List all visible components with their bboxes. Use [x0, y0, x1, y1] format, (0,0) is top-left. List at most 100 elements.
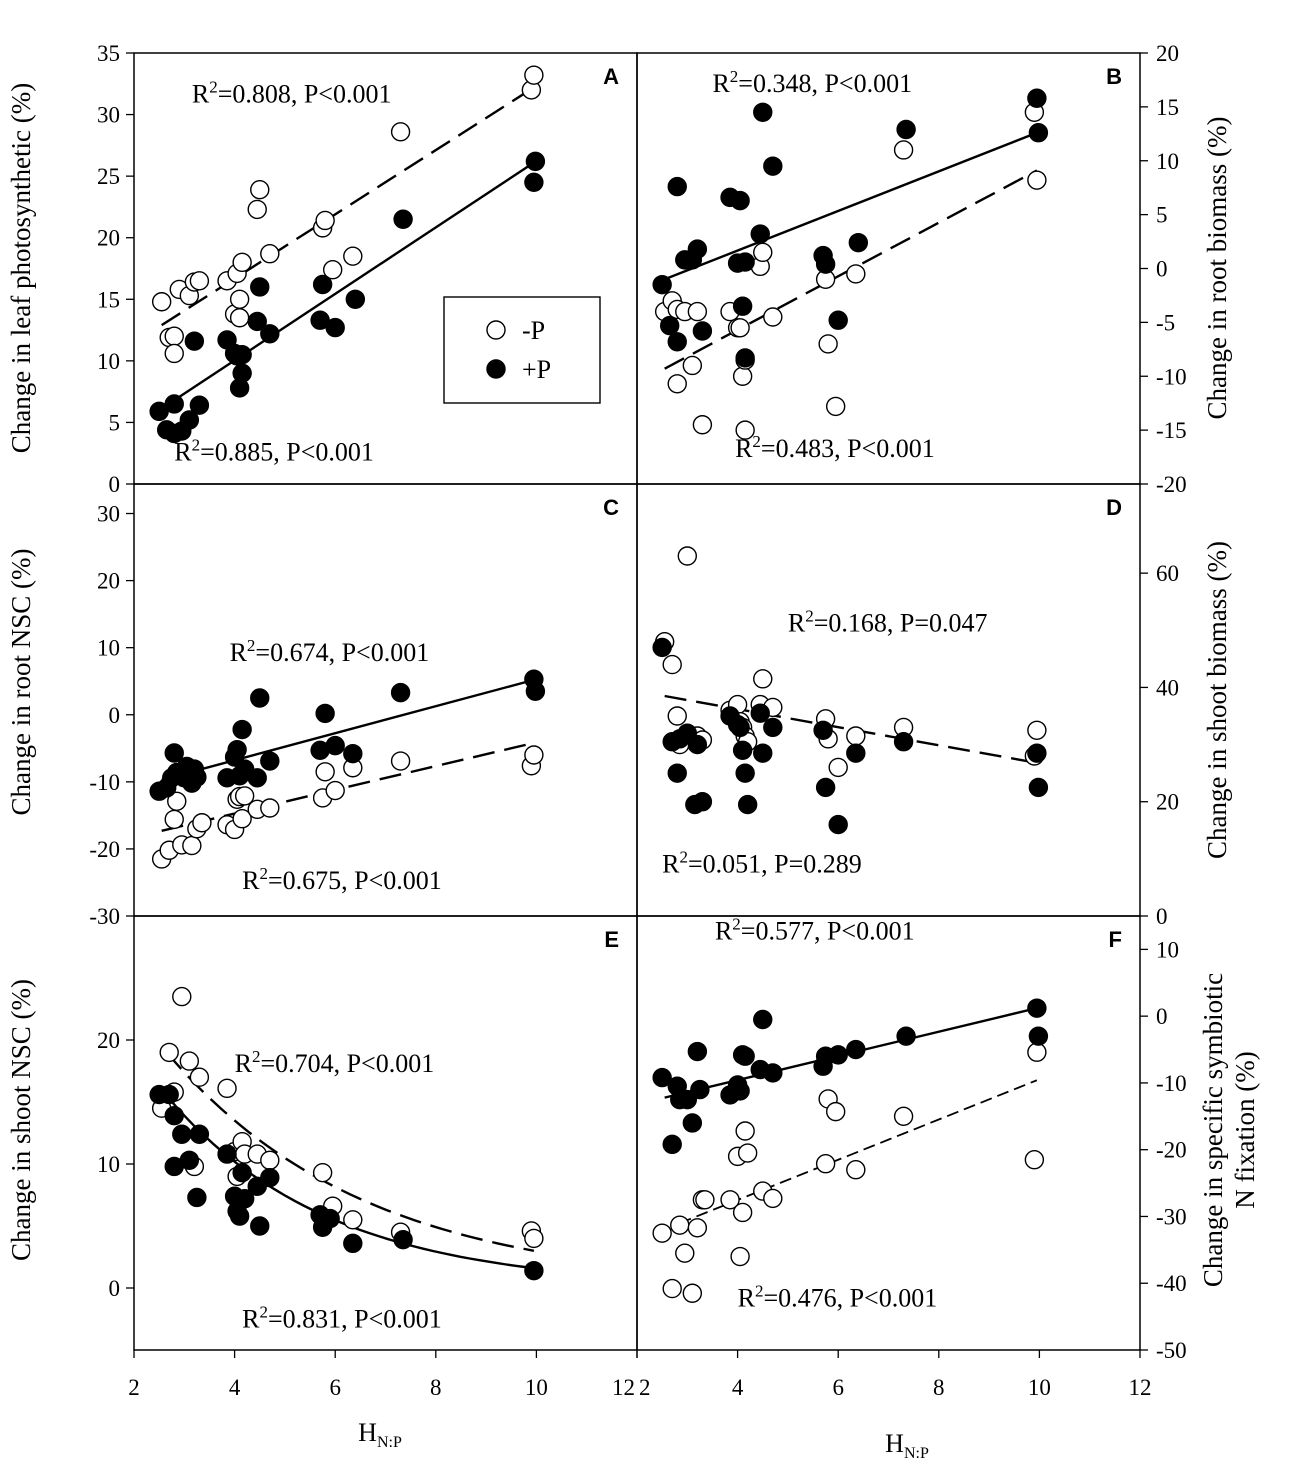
point-plus-p: [247, 768, 267, 788]
y-tick-label: -20: [1156, 1138, 1187, 1163]
panel-D: 0 20 40 60 Change in shoot biomass (%) D R2=0.…: [636, 483, 1232, 929]
point-minus-p: [675, 1243, 695, 1263]
point-plus-p: [1028, 123, 1049, 143]
y-tick-label: 10: [1156, 937, 1179, 962]
y-tick-label: -15: [1156, 418, 1187, 443]
point-minus-p: [682, 355, 703, 376]
x-tick-label: 12: [612, 1375, 635, 1400]
point-minus-p: [1027, 1042, 1047, 1062]
point-plus-p: [750, 224, 770, 244]
r2-annotation: R2=0.674, P<0.001: [230, 636, 430, 667]
y-tick-label: 0: [1156, 904, 1168, 929]
point-minus-p: [730, 1246, 750, 1267]
point-plus-p: [846, 1039, 866, 1060]
point-minus-p: [667, 374, 687, 394]
y-axis-label: Change in shoot NSC (%): [6, 979, 36, 1261]
point-minus-p: [312, 1162, 333, 1183]
point-minus-p: [343, 246, 363, 266]
fit-line-plus-p: [161, 678, 535, 781]
point-minus-p: [390, 751, 411, 771]
r2-annotation: R2=0.808, P<0.001: [192, 77, 392, 108]
y-axis-label: Change in shoot biomass (%): [1202, 541, 1232, 859]
point-minus-p: [182, 835, 202, 856]
point-minus-p: [192, 813, 212, 833]
y-tick-label: -40: [1156, 1271, 1187, 1296]
point-plus-p: [763, 1063, 783, 1083]
point-plus-p: [524, 1260, 544, 1281]
legend: -P +P: [443, 296, 601, 404]
point-plus-p: [320, 1208, 340, 1229]
point-minus-p: [692, 415, 713, 435]
r2-annotation: R2=0.051, P=0.289: [662, 848, 862, 879]
point-minus-p: [217, 1078, 237, 1099]
y-tick-label: -10: [1156, 364, 1187, 389]
point-minus-p: [737, 1143, 758, 1163]
panel-frame: [133, 52, 638, 485]
point-plus-p: [659, 315, 680, 336]
point-plus-p: [687, 239, 708, 259]
x-tick-label: 12: [1129, 1375, 1152, 1400]
point-minus-p: [524, 745, 544, 765]
point-plus-p: [753, 1009, 773, 1030]
r2-annotation: R2=0.577, P<0.001: [715, 914, 915, 945]
r2-annotation: R2=0.483, P<0.001: [735, 432, 935, 463]
point-plus-p: [667, 763, 687, 783]
point-plus-p: [652, 274, 672, 295]
x-axis-label: HN:P: [885, 1429, 929, 1462]
legend-frame: [443, 296, 601, 404]
x-tick-label: 8: [430, 1375, 442, 1400]
point-plus-p: [247, 311, 267, 332]
point-plus-p: [229, 1206, 250, 1226]
y-tick-label: 35: [97, 41, 120, 66]
legend-marker-plus-p: [486, 359, 506, 379]
point-minus-p: [260, 1150, 280, 1170]
point-plus-p: [896, 1026, 916, 1046]
point-plus-p: [813, 720, 833, 740]
point-plus-p: [1027, 88, 1047, 108]
point-plus-p: [343, 1233, 363, 1254]
y-axis-label: Change in root NSC (%): [6, 549, 36, 816]
point-minus-p: [390, 122, 411, 142]
point-plus-p: [390, 682, 411, 703]
point-plus-p: [828, 310, 848, 330]
point-minus-p: [730, 318, 750, 338]
point-plus-p: [260, 324, 280, 344]
point-plus-p: [232, 719, 252, 740]
point-minus-p: [670, 1215, 690, 1235]
point-minus-p: [234, 786, 255, 806]
y-tick-label: -10: [89, 770, 120, 795]
point-minus-p: [250, 179, 270, 200]
point-plus-p: [164, 743, 184, 763]
r2-annotation: R2=0.704, P<0.001: [235, 1047, 435, 1078]
r2-annotation: R2=0.885, P<0.001: [174, 436, 374, 467]
y-tick-label: 60: [1156, 561, 1179, 586]
point-plus-p: [525, 681, 546, 701]
point-minus-p: [720, 1190, 740, 1210]
point-minus-p: [172, 986, 192, 1007]
panel-letter: A: [603, 64, 619, 89]
point-minus-p: [825, 1101, 846, 1122]
point-minus-p: [179, 1051, 200, 1071]
y-tick-label: 30: [97, 502, 120, 527]
y-tick-label: 30: [97, 103, 120, 128]
point-plus-p: [227, 739, 247, 760]
y-tick-label: 0: [109, 472, 121, 497]
point-plus-p: [232, 363, 252, 383]
r2-annotation: R2=0.675, P<0.001: [242, 864, 442, 895]
point-plus-p: [893, 732, 914, 752]
point-plus-p: [828, 814, 848, 835]
point-plus-p: [735, 1046, 755, 1066]
point-plus-p: [250, 1216, 270, 1236]
y-tick-label: 5: [1156, 203, 1168, 228]
point-plus-p: [393, 1229, 413, 1250]
point-plus-p: [187, 1187, 207, 1208]
panel-frame: [133, 915, 638, 1351]
point-plus-p: [753, 102, 773, 122]
point-plus-p: [662, 1134, 682, 1155]
point-plus-p: [732, 296, 753, 316]
point-plus-p: [730, 1081, 750, 1101]
point-minus-p: [687, 301, 708, 322]
point-plus-p: [828, 1045, 848, 1065]
point-minus-p: [229, 289, 250, 309]
